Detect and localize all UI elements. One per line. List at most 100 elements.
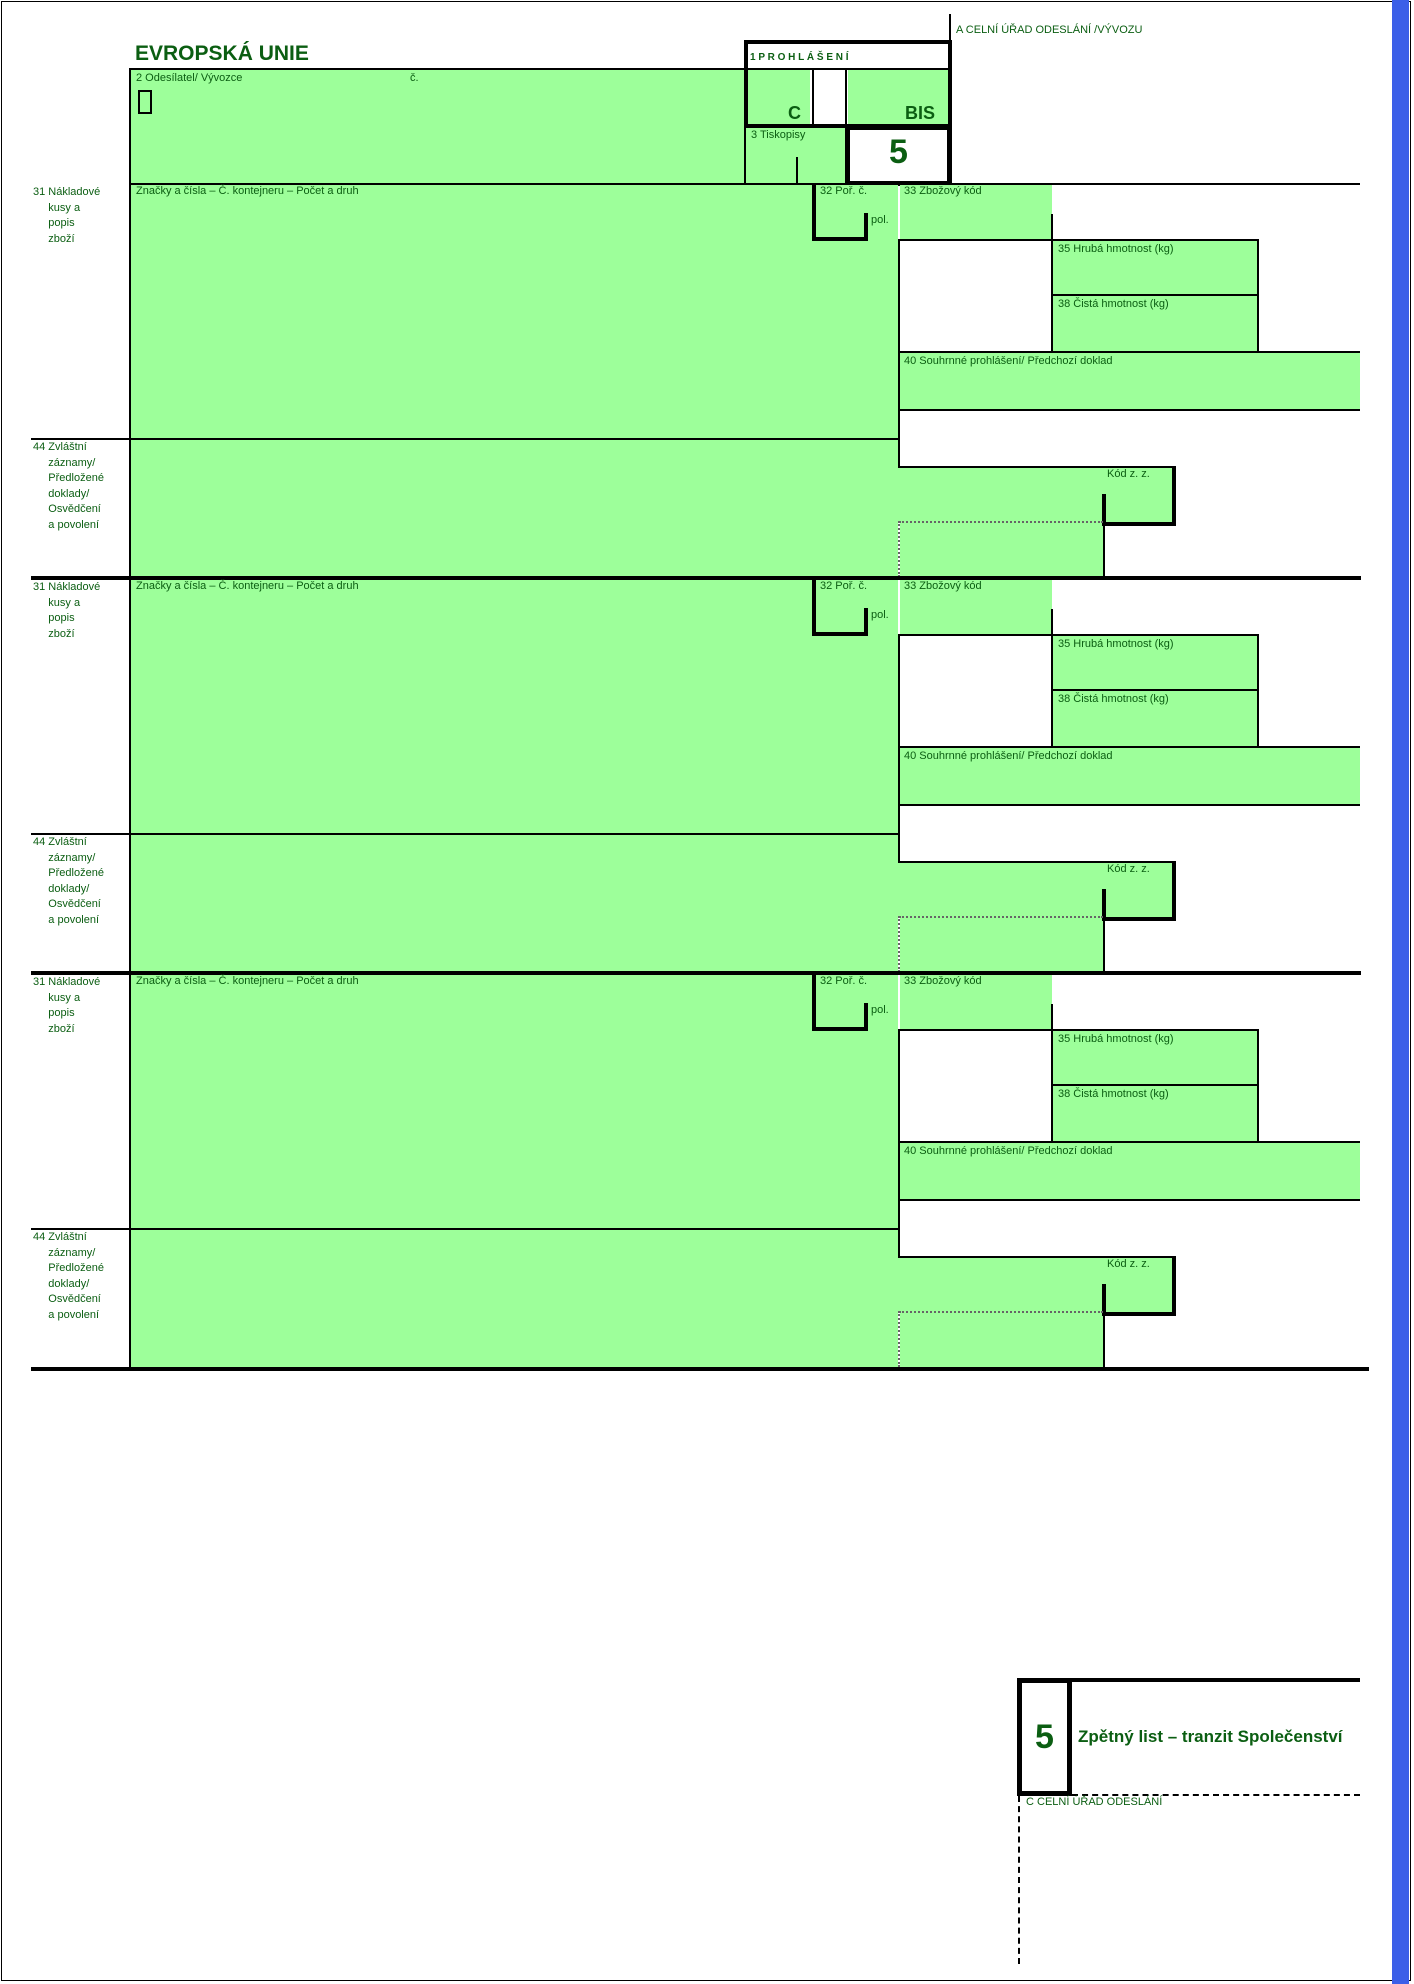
special-mentions-top-rule — [898, 466, 1174, 468]
box-40-label: 40 Souhrnné prohlášení/ Předchozí doklad — [904, 750, 1113, 762]
previous-document-field[interactable] — [900, 353, 1360, 409]
item-left-rule — [129, 183, 131, 577]
commodity-code-right-rule — [1051, 1004, 1053, 1030]
declaration-field-3[interactable] — [848, 70, 948, 126]
commodity-code-field[interactable] — [900, 580, 1052, 634]
weights-field[interactable] — [1052, 636, 1258, 746]
box-32-bracket-bottom — [812, 237, 868, 241]
exporter-left-rule — [129, 68, 131, 184]
special-mentions-field[interactable] — [131, 835, 898, 972]
box-32-bracket-right — [864, 1003, 868, 1031]
weights-field[interactable] — [1052, 241, 1258, 351]
return-sheet-top-rule — [1017, 1678, 1360, 1682]
special-mentions-right-field[interactable] — [898, 863, 1172, 917]
commodity-code-field[interactable] — [900, 975, 1052, 1029]
return-copy-number-box — [1017, 1678, 1072, 1796]
code-bracket-bottom — [1102, 917, 1176, 921]
box-44-label: 44 Zvláštní záznamy/ Předložené doklady/… — [33, 836, 104, 926]
box-32-bracket-bottom — [812, 632, 868, 636]
box-33-label: 33 Zbožový kód — [904, 580, 982, 592]
dotted-vertical-rule — [898, 521, 900, 577]
box-35-label: 35 Hrubá hmotnost (kg) — [1058, 243, 1174, 255]
weights-field[interactable] — [1052, 1031, 1258, 1141]
copy-number: 5 — [889, 133, 908, 171]
code-label: Kód z. z. — [1107, 1258, 1150, 1270]
item-separator — [31, 576, 1361, 580]
goods-description-field[interactable] — [131, 185, 898, 439]
previous-document-field[interactable] — [900, 748, 1360, 804]
form-title: EVROPSKÁ UNIE — [135, 42, 309, 65]
weights-divider — [1051, 1084, 1259, 1086]
declaration-label: 1 P R O H L Á Š E N Í — [750, 52, 849, 63]
box-32-label: 32 Poř. č. — [820, 580, 868, 592]
declaration-field-1[interactable] — [748, 70, 810, 126]
exporter-top-rule — [130, 68, 746, 70]
code-label: Kód z. z. — [1107, 863, 1150, 875]
special-mentions-field[interactable] — [131, 1230, 898, 1367]
previous-document-bottom-rule — [898, 409, 1360, 411]
special-mentions-top-rule — [898, 861, 1174, 863]
forms-divider — [796, 157, 798, 184]
previous-document-top-rule — [898, 746, 1360, 748]
exporter-checkbox[interactable] — [138, 90, 152, 114]
exporter-number-label: č. — [410, 72, 419, 84]
right-color-stripe — [1392, 0, 1409, 1984]
commodity-code-right-rule — [1051, 609, 1053, 635]
code-bracket-right — [1172, 1256, 1176, 1316]
weights-top-rule — [898, 634, 1259, 636]
dotted-vertical-rule — [898, 1311, 900, 1367]
box-32-bracket-right — [864, 608, 868, 636]
previous-document-field[interactable] — [900, 1143, 1360, 1199]
exporter-field[interactable] — [130, 70, 744, 183]
box-32-bracket-bottom — [812, 1027, 868, 1031]
box-31-label: 31 Nákladové kusy a popis zboží — [33, 581, 101, 640]
dotted-rule — [899, 916, 1103, 918]
weights-top-rule — [898, 1029, 1259, 1031]
previous-document-bottom-rule — [898, 1199, 1360, 1201]
box-35-label: 35 Hrubá hmotnost (kg) — [1058, 1033, 1174, 1045]
dotted-rule — [899, 1311, 1103, 1313]
box-32-bracket-left — [812, 580, 816, 636]
code-lower-rule — [1103, 1312, 1105, 1367]
marks-label: Značky a čísla – Č. kontejneru – Počet a… — [136, 185, 359, 197]
item-top-rule — [130, 183, 1360, 185]
box-a-label: A CELNÍ ÚŘAD ODESLÁNÍ /VÝVOZU — [956, 24, 1143, 36]
box-44-top-rule — [31, 833, 900, 835]
item-middle-rule — [898, 635, 900, 862]
code-bracket-bottom — [1102, 522, 1176, 526]
special-mentions-right-field[interactable] — [898, 468, 1172, 522]
code-bracket-left — [1102, 1284, 1106, 1314]
goods-description-field[interactable] — [131, 580, 898, 834]
weights-divider — [1051, 689, 1259, 691]
exporter-right-rule — [744, 126, 746, 184]
special-mentions-lower-field[interactable] — [900, 917, 1104, 972]
previous-document-top-rule — [898, 351, 1360, 353]
box-31-label: 31 Nákladové kusy a popis zboží — [33, 976, 101, 1035]
item-middle-rule — [898, 1030, 900, 1257]
box-32-label: 32 Poř. č. — [820, 185, 868, 197]
declaration-col-2 — [845, 68, 847, 126]
code-bracket-left — [1102, 494, 1106, 524]
special-mentions-field[interactable] — [131, 440, 898, 577]
special-mentions-right-field[interactable] — [898, 1258, 1172, 1312]
box-32-bracket-right — [864, 213, 868, 241]
special-mentions-lower-field[interactable] — [900, 1312, 1104, 1367]
commodity-code-field[interactable] — [900, 185, 1052, 239]
return-sheet-dashed-rule — [1072, 1794, 1360, 1796]
special-mentions-lower-field[interactable] — [900, 522, 1104, 577]
pol-label: pol. — [871, 214, 889, 226]
box-32-bracket-left — [812, 975, 816, 1031]
item-separator — [31, 971, 1361, 975]
box-32-label: 32 Poř. č. — [820, 975, 868, 987]
code-bracket-bottom — [1102, 1312, 1176, 1316]
items-bottom-rule — [31, 1367, 1369, 1371]
code-lower-rule — [1103, 522, 1105, 577]
box-35-label: 35 Hrubá hmotnost (kg) — [1058, 638, 1174, 650]
exporter-label: 2 Odesílatel/ Vývozce — [136, 72, 243, 84]
marks-label: Značky a čísla – Č. kontejneru – Počet a… — [136, 975, 359, 987]
previous-document-bottom-rule — [898, 804, 1360, 806]
goods-description-field[interactable] — [131, 975, 898, 1229]
pol-label: pol. — [871, 1004, 889, 1016]
box-33-label: 33 Zbožový kód — [904, 185, 982, 197]
